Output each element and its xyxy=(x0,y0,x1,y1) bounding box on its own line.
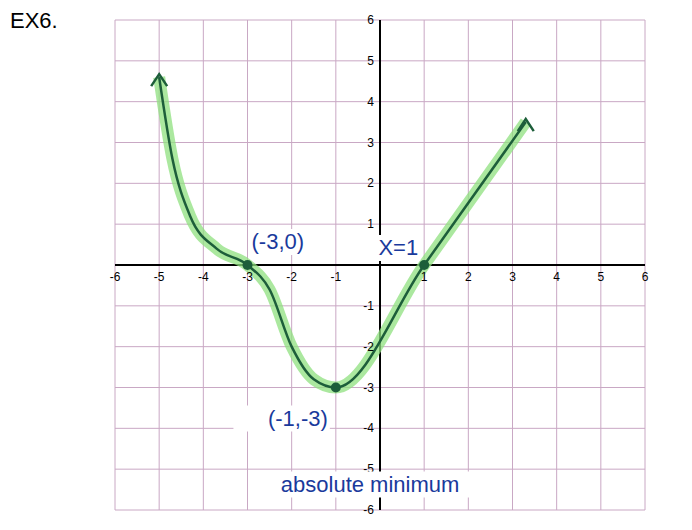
html-text:EX6.: EX6. xyxy=(10,8,58,33)
svg-text:-1: -1 xyxy=(330,270,341,284)
svg-text:2: 2 xyxy=(367,176,374,190)
svg-text:-2: -2 xyxy=(286,270,297,284)
svg-text:3: 3 xyxy=(367,136,374,150)
svg-text:-5: -5 xyxy=(154,270,165,284)
svg-text:4: 4 xyxy=(553,270,560,284)
svg-text:-1: -1 xyxy=(363,299,374,313)
svg-text:(-1,-3): (-1,-3) xyxy=(268,406,328,431)
svg-text:X=1: X=1 xyxy=(378,235,418,260)
svg-text:5: 5 xyxy=(367,54,374,68)
svg-text:-5: -5 xyxy=(363,462,374,477)
svg-text:1: 1 xyxy=(421,270,428,284)
svg-text:-6: -6 xyxy=(363,503,374,517)
svg-text:(-3,0): (-3,0) xyxy=(252,229,305,254)
svg-text:-3: -3 xyxy=(242,270,253,284)
svg-text:-2: -2 xyxy=(363,340,374,354)
svg-text:3: 3 xyxy=(509,270,516,284)
svg-text:-4: -4 xyxy=(363,421,374,435)
svg-text:-6: -6 xyxy=(110,270,121,284)
svg-text:4: 4 xyxy=(367,95,374,109)
svg-text:2: 2 xyxy=(465,270,472,284)
svg-text:6: 6 xyxy=(367,13,374,27)
svg-text:-3: -3 xyxy=(363,381,374,395)
svg-text:6: 6 xyxy=(642,270,649,284)
svg-text:-4: -4 xyxy=(198,270,209,284)
svg-text:1: 1 xyxy=(367,217,374,231)
svg-text:absolute minimum: absolute minimum xyxy=(281,472,460,497)
svg-text:5: 5 xyxy=(597,270,604,284)
